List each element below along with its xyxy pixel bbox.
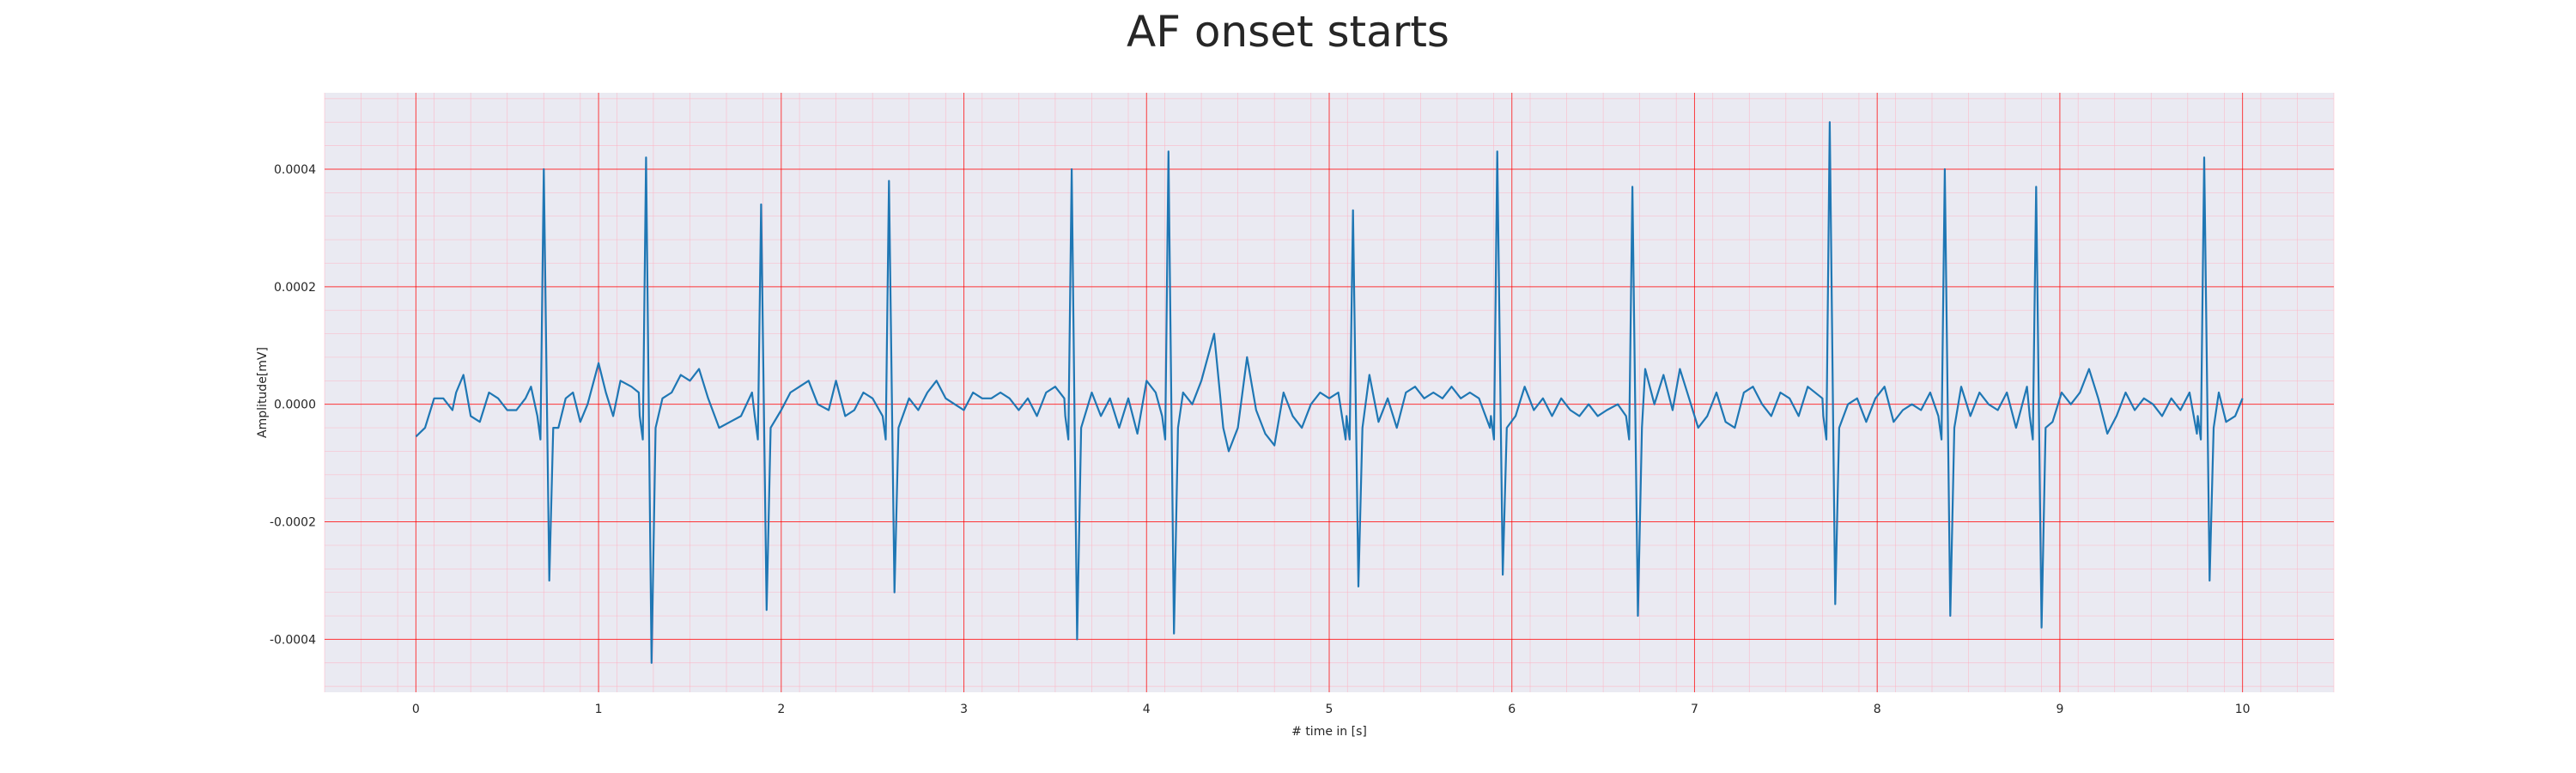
y-tick-label: 0.0002: [274, 281, 316, 295]
x-tick-label: 0: [412, 703, 420, 716]
x-tick-label: 3: [960, 703, 968, 716]
x-tick-labels: 0 1 2 3 4 5 6 7 8 9 10: [412, 703, 2251, 716]
chart-title: AF onset starts: [1127, 7, 1449, 57]
x-tick-label: 8: [1874, 703, 1881, 716]
x-tick-label: 9: [2056, 703, 2063, 716]
x-tick-label: 4: [1143, 703, 1151, 716]
x-tick-label: 5: [1326, 703, 1334, 716]
x-tick-label: 6: [1508, 703, 1516, 716]
series-line: [415, 121, 2244, 664]
y-axis-label: Amplitude[mV]: [256, 347, 270, 438]
x-tick-label: 2: [777, 703, 785, 716]
y-tick-labels: -0.0004 -0.0002 0.0000 0.0002 0.0004: [270, 163, 316, 647]
y-tick-label: 0.0004: [274, 163, 316, 177]
y-tick-label: -0.0002: [270, 516, 316, 530]
major-grid: [325, 93, 2334, 692]
x-tick-label: 10: [2235, 703, 2251, 716]
x-tick-label: 7: [1691, 703, 1698, 716]
x-axis-label: # time in [s]: [1291, 725, 1367, 739]
y-tick-label: -0.0004: [270, 633, 316, 647]
y-tick-label: 0.0000: [274, 399, 316, 412]
x-tick-label: 1: [595, 703, 603, 716]
